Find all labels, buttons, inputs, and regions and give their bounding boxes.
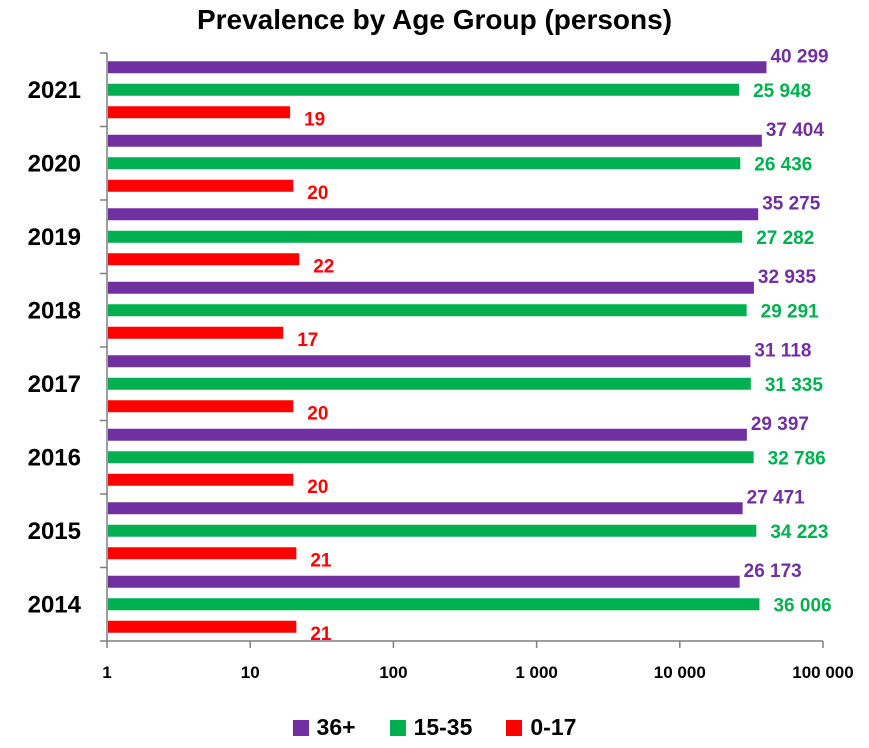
bar (108, 253, 300, 266)
data-label: 19 (304, 109, 325, 130)
bar (108, 230, 743, 243)
legend-item-0-17: 0-17 (506, 714, 576, 741)
legend-item-15-35: 15-35 (389, 714, 473, 741)
bar (108, 502, 743, 515)
legend-label-0-17: 0-17 (530, 714, 577, 740)
legend-label-36plus: 36+ (316, 714, 356, 740)
data-label: 37 404 (766, 120, 825, 141)
bar (108, 473, 294, 486)
data-label: 31 118 (754, 340, 811, 361)
bar (108, 281, 754, 294)
bar (108, 377, 751, 390)
bar (108, 326, 284, 339)
bar (108, 106, 291, 119)
bar (108, 598, 760, 611)
legend-label-15-35: 15-35 (413, 714, 473, 740)
bar (108, 400, 294, 413)
data-label: 26 173 (744, 561, 802, 582)
data-label: 25 948 (753, 81, 811, 102)
bar (108, 428, 747, 441)
category-label: 2017 (28, 371, 81, 398)
category-label: 2015 (28, 518, 81, 545)
x-tick-label: 100 (379, 663, 407, 682)
data-label: 17 (297, 330, 318, 351)
bar (108, 575, 740, 588)
category-label: 2016 (28, 444, 81, 471)
bar (108, 304, 747, 317)
data-label: 29 397 (751, 414, 809, 435)
x-tick-label: 10 (241, 663, 260, 682)
data-label: 21 (310, 624, 332, 645)
legend: 36+ 15-35 0-17 (0, 714, 869, 741)
category-label: 2021 (28, 77, 81, 104)
data-label: 31 335 (765, 375, 824, 396)
legend-swatch-0-17 (506, 719, 523, 736)
data-label: 32 786 (768, 448, 826, 469)
data-label: 29 291 (761, 301, 820, 322)
bar (108, 208, 759, 221)
bar (108, 355, 751, 368)
bar (108, 61, 767, 74)
data-label: 35 275 (762, 193, 821, 214)
x-tick-label: 1 (102, 663, 111, 682)
data-label: 20 (307, 403, 328, 424)
bar (108, 179, 294, 192)
bar (108, 134, 762, 147)
bar (108, 547, 297, 560)
chart-title: Prevalence by Age Group (persons) (196, 4, 673, 35)
category-label: 2020 (28, 150, 81, 177)
category-label: 2018 (28, 297, 81, 324)
data-label: 36 006 (773, 595, 831, 616)
data-label: 40 299 (770, 46, 828, 67)
data-label: 21 (310, 550, 332, 571)
data-label: 20 (307, 477, 328, 498)
bar (108, 83, 740, 96)
data-label: 27 471 (747, 487, 806, 508)
data-label: 20 (307, 183, 328, 204)
data-label: 26 436 (754, 154, 812, 175)
data-label: 22 (313, 256, 334, 277)
bar (108, 524, 757, 537)
bar (108, 620, 297, 633)
category-label: 2014 (28, 591, 82, 618)
category-label: 2019 (28, 224, 81, 251)
x-tick-label: 10 000 (654, 663, 706, 682)
x-tick-label: 100 000 (792, 663, 853, 682)
legend-swatch-15-35 (389, 719, 406, 736)
data-label: 27 282 (756, 228, 814, 249)
data-label: 32 935 (758, 267, 817, 288)
bar (108, 451, 754, 464)
legend-swatch-36plus (292, 719, 309, 736)
legend-item-36plus: 36+ (292, 714, 356, 741)
data-label: 34 223 (770, 522, 828, 543)
x-tick-label: 1 000 (515, 663, 558, 682)
bar (108, 157, 741, 170)
